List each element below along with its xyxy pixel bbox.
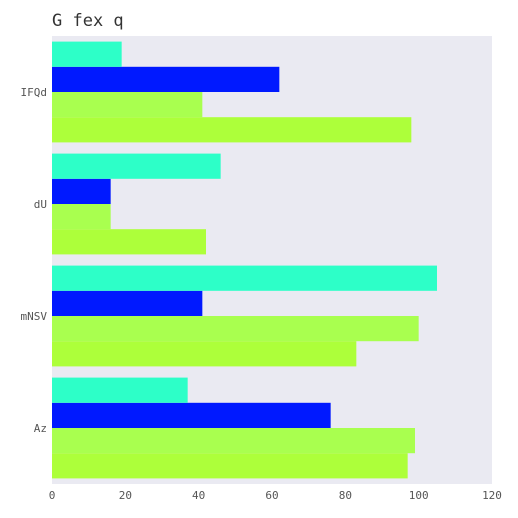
y-tick-label: Az [34,422,47,435]
bar-mNSV-series-4 [52,265,437,291]
bar-dU-series-2 [52,204,111,230]
x-tick-labels: 0 20 40 60 80 100 120 [49,489,502,502]
bar-IFQd-series-3 [52,66,280,92]
bar-mNSV-series-1 [52,341,357,367]
bar-dU-series-3 [52,178,111,204]
x-tick-label: 20 [119,489,132,502]
bar-IFQd-series-4 [52,41,122,67]
y-tick-label: IFQd [21,86,48,99]
x-tick-label: 0 [49,489,56,502]
bar-Az-series-2 [52,428,415,454]
bar-Az-series-3 [52,402,331,428]
bar-mNSV-series-3 [52,290,203,316]
bar-Az-series-4 [52,377,188,403]
y-tick-labels: Az mNSV dU IFQd [21,86,48,435]
bars-group [52,41,437,479]
chart-title: G fex q [52,11,124,31]
x-tick-label: 100 [409,489,429,502]
y-tick-label: mNSV [21,310,48,323]
bar-mNSV-series-2 [52,316,419,342]
bar-IFQd-series-2 [52,92,203,118]
bar-IFQd-series-1 [52,117,412,143]
bar-Az-series-1 [52,453,408,479]
x-tick-label: 60 [265,489,278,502]
bar-dU-series-4 [52,153,221,179]
x-tick-label: 120 [482,489,502,502]
bar-dU-series-1 [52,229,206,255]
y-tick-label: dU [34,198,47,211]
x-tick-label: 80 [339,489,352,502]
x-tick-label: 40 [192,489,205,502]
